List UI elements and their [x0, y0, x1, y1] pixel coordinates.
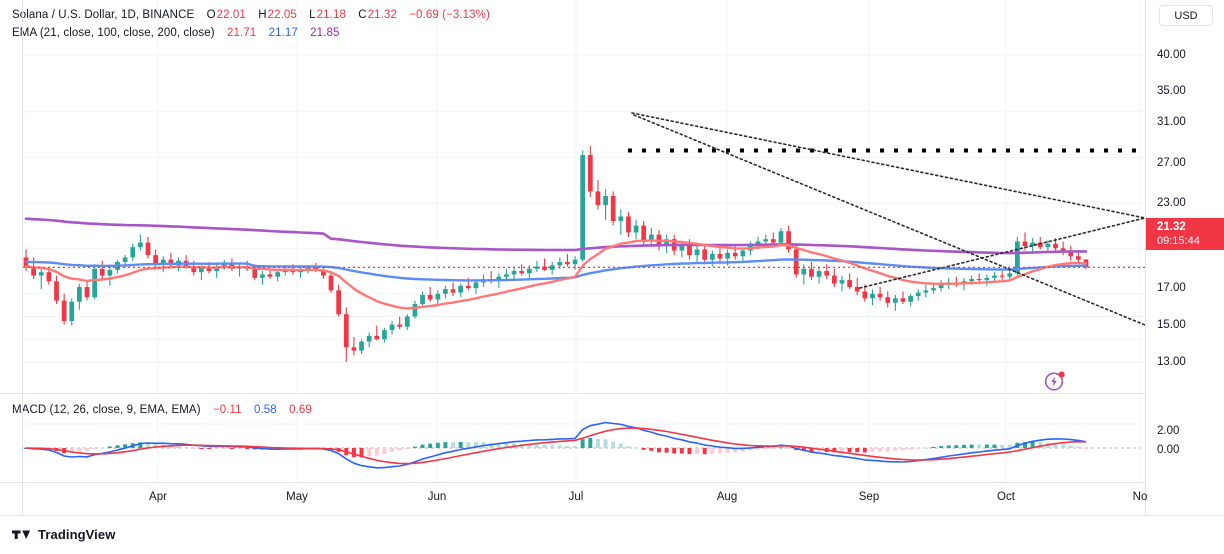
- ema21-value: 21.71: [227, 27, 257, 39]
- time-tick-aug: Aug: [716, 491, 738, 503]
- left-chart-border: [22, 0, 23, 516]
- ema-legend-title: EMA (21, close, 100, close, 200, close): [12, 27, 215, 39]
- macd-chart-canvas[interactable]: [0, 396, 1145, 482]
- price-tick-31: 31.00: [1157, 116, 1186, 128]
- time-tick-apr: Apr: [149, 491, 167, 503]
- time-tick-jun: Jun: [427, 491, 447, 503]
- change-value: −0.69 (−3.13%): [409, 9, 490, 21]
- price-chart-canvas[interactable]: [0, 0, 1146, 392]
- macd-value: −0.11: [212, 404, 242, 416]
- macd-signal-value: 0.58: [253, 404, 277, 416]
- high-label: H: [258, 9, 267, 21]
- time-tick-sep: Sep: [858, 491, 880, 503]
- macd-legend-title: MACD (12, 26, close, 9, EMA, EMA): [12, 404, 201, 416]
- time-tick-nov: No: [1132, 491, 1148, 503]
- macd-tick-2: 2.00: [1157, 425, 1180, 437]
- symbol-legend[interactable]: Solana / U.S. Dollar, 1D, BINANCE O22.01…: [12, 9, 491, 21]
- price-chart-pane[interactable]: [0, 0, 1146, 392]
- price-scale[interactable]: USD 40.00 35.00 31.00 27.00 23.00 17.00 …: [1145, 0, 1224, 516]
- time-axis-border: [0, 515, 1224, 516]
- pane-divider: [0, 393, 1145, 394]
- price-tick-17: 17.00: [1157, 282, 1186, 294]
- tradingview-logo-icon: [12, 530, 31, 539]
- close-value: 21.32: [367, 9, 397, 21]
- symbol-title: Solana / U.S. Dollar, 1D, BINANCE: [12, 9, 195, 21]
- price-tick-15: 15.00: [1157, 319, 1186, 331]
- low-value: 21.18: [316, 9, 346, 21]
- lightning-bolt-icon[interactable]: [1044, 370, 1066, 392]
- time-axis-divider: [0, 482, 1145, 483]
- open-label: O: [206, 9, 216, 21]
- time-tick-oct: Oct: [997, 491, 1015, 503]
- price-tick-23: 23.00: [1157, 197, 1186, 209]
- macd-histogram-value: 0.69: [289, 404, 312, 416]
- macd-indicator-pane[interactable]: [0, 396, 1145, 482]
- currency-button[interactable]: USD: [1159, 5, 1213, 26]
- last-price-time: 09:15:44: [1157, 235, 1200, 247]
- last-price-value: 21.32: [1157, 221, 1186, 233]
- time-scale[interactable]: Apr May Jun Jul Aug Sep Oct No: [0, 482, 1148, 516]
- open-value: 22.01: [216, 9, 246, 21]
- tradingview-footer[interactable]: TradingView: [12, 527, 115, 542]
- last-price-badge[interactable]: 21.32 09:15:44: [1146, 218, 1224, 250]
- ema100-value: 21.17: [268, 27, 298, 39]
- ema200-value: 21.85: [310, 27, 340, 39]
- macd-legend[interactable]: MACD (12, 26, close, 9, EMA, EMA) −0.11 …: [12, 404, 313, 416]
- macd-tick-0: 0.00: [1157, 444, 1180, 456]
- price-tick-40: 40.00: [1157, 49, 1186, 61]
- close-label: C: [358, 9, 367, 21]
- ema-legend[interactable]: EMA (21, close, 100, close, 200, close) …: [12, 27, 340, 39]
- price-tick-35: 35.00: [1157, 85, 1186, 97]
- time-tick-jul: Jul: [568, 491, 584, 503]
- high-value: 22.05: [267, 9, 297, 21]
- low-label: L: [309, 9, 316, 21]
- time-tick-may: May: [286, 491, 308, 503]
- price-tick-27: 27.00: [1157, 157, 1186, 169]
- price-tick-13: 13.00: [1157, 356, 1186, 368]
- tradingview-brand: TradingView: [38, 527, 116, 542]
